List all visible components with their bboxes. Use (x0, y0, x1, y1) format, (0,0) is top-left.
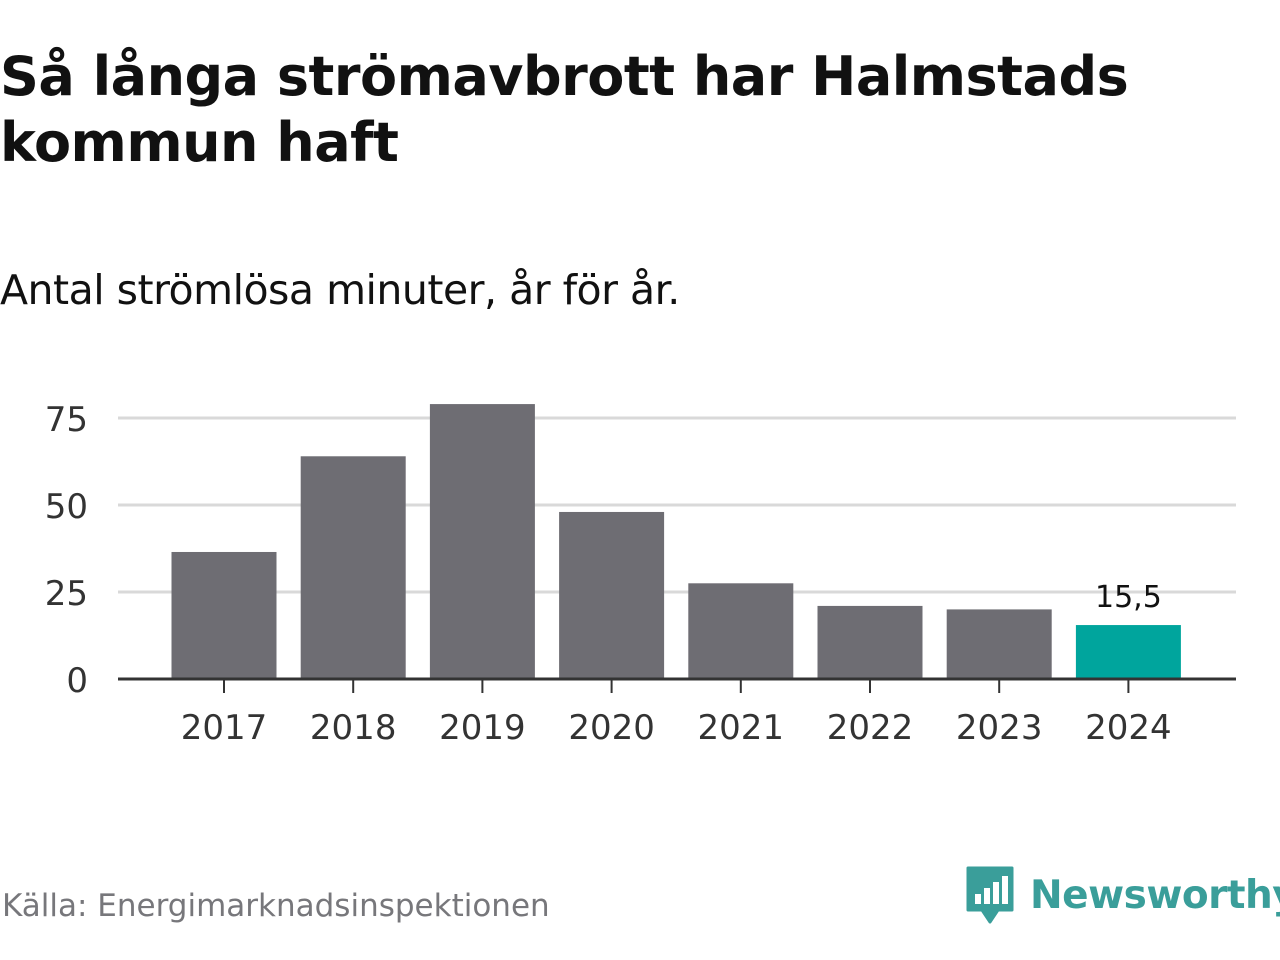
chart-title: Så långa strömavbrott har Halmstads komm… (0, 45, 1129, 174)
brand-logo[interactable]: Newsworthy (964, 862, 1280, 928)
y-tick-label: 50 (45, 487, 88, 527)
x-tick-label: 2017 (181, 708, 268, 748)
x-tick-label: 2020 (568, 708, 655, 748)
x-tick-label: 2021 (698, 708, 785, 748)
y-tick-label: 0 (66, 661, 88, 701)
grid-lines (118, 416, 1236, 594)
bar-2023 (946, 609, 1052, 679)
data-label: 15,5 (1095, 580, 1162, 615)
x-tick-label: 2019 (439, 708, 526, 748)
bars (171, 404, 1181, 679)
source-note: Källa: Energimarknadsinspektionen (2, 888, 550, 924)
bar-2021 (688, 583, 794, 679)
x-tick-label: 2023 (956, 708, 1043, 748)
brand-name: Newsworthy (1030, 872, 1280, 918)
data-labels: 15,5 (1095, 580, 1162, 615)
chart-subtitle: Antal strömlösa minuter, år för år. (0, 266, 680, 314)
bar-chart: 0 25 50 75 2017 2018 2019 2020 2021 2022 2023 2024… (45, 400, 1236, 748)
x-tick-label: 2022 (827, 708, 914, 748)
newsworthy-logo-icon (966, 866, 1014, 924)
y-tick-label: 75 (45, 400, 88, 440)
y-tick-labels: 0 25 50 75 (45, 400, 88, 701)
x-tick-label: 2024 (1085, 708, 1172, 748)
bar-2024 (1075, 625, 1181, 679)
bar-2020 (559, 511, 665, 679)
x-tick-label: 2018 (310, 708, 397, 748)
bar-2017 (171, 551, 277, 679)
bar-2019 (429, 404, 535, 679)
y-tick-label: 25 (45, 574, 88, 614)
x-axis (118, 677, 1236, 693)
bar-2022 (817, 605, 923, 679)
bar-2018 (300, 456, 406, 679)
x-tick-labels: 2017 2018 2019 2020 2021 2022 2023 2024 (181, 708, 1172, 748)
